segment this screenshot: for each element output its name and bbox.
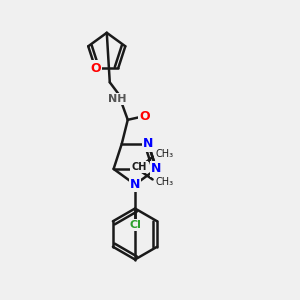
Text: N: N bbox=[130, 178, 140, 191]
Text: N: N bbox=[143, 137, 153, 150]
Text: N: N bbox=[151, 163, 162, 176]
Text: Cl: Cl bbox=[129, 220, 141, 230]
Text: CH: CH bbox=[131, 163, 147, 172]
Text: CH₃: CH₃ bbox=[156, 149, 174, 159]
Text: NH: NH bbox=[108, 94, 127, 104]
Text: O: O bbox=[139, 110, 150, 123]
Text: O: O bbox=[90, 61, 101, 75]
Text: CH₃: CH₃ bbox=[156, 177, 174, 187]
